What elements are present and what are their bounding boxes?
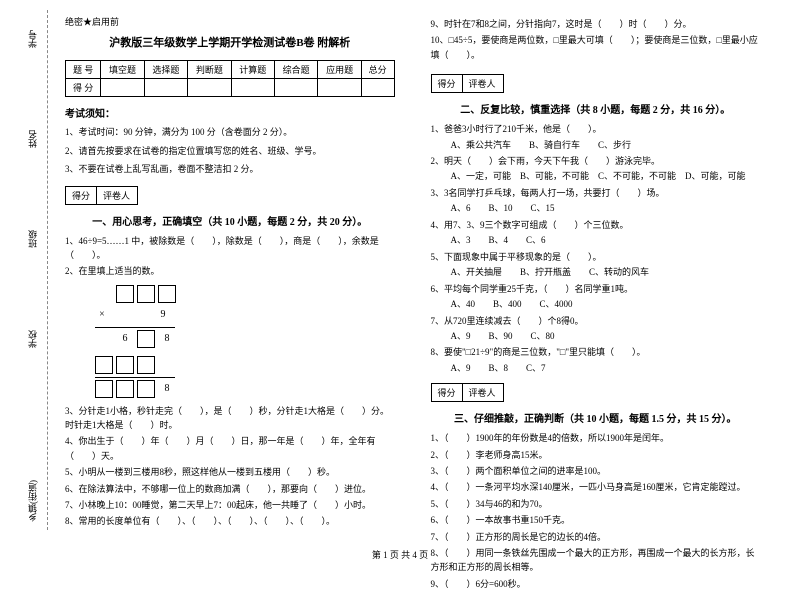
secret-label: 绝密★启用前 <box>65 15 395 28</box>
th: 选择题 <box>144 61 187 79</box>
th: 综合题 <box>274 61 317 79</box>
table-row: 题 号 填空题 选择题 判断题 计算题 综合题 应用题 总分 <box>66 61 395 79</box>
notice-item: 3、不要在试卷上乱写乱画，卷面不整洁扣 2 分。 <box>65 163 395 177</box>
notice-header: 考试须知： <box>65 105 395 120</box>
td[interactable] <box>361 79 394 97</box>
grid-cell[interactable] <box>95 380 113 398</box>
grid-cell[interactable] <box>137 356 155 374</box>
td[interactable] <box>101 79 144 97</box>
grid-cell[interactable] <box>116 285 134 303</box>
td[interactable] <box>318 79 361 97</box>
grid-val: 9 <box>154 309 172 320</box>
score-label: 得分 <box>432 75 463 92</box>
question: 5、小明从一楼到三楼用8秒，照这样他从一楼到五楼用（ ）秒。 <box>65 465 395 479</box>
notice-item: 2、请首先按要求在试卷的指定位置填写您的姓名、班级、学号。 <box>65 145 395 159</box>
question: 1、46÷9=5……1 中，被除数是（ ），除数是（ ），商是（ ），余数是（ … <box>65 234 395 263</box>
question: 1、（ ）1900年的年份数是4的倍数，所以1900年是闰年。 <box>431 431 761 445</box>
options: A、9 B、90 C、80 <box>431 330 761 344</box>
question: 9、（ ）6分=600秒。 <box>431 577 761 591</box>
question: 2、在里填上适当的数。 <box>65 264 395 278</box>
question: 4、（ ）一条河平均水深140厘米，一匹小马身高是160厘米，它肯定能蹚过。 <box>431 480 761 494</box>
options: A、40 B、400 C、4000 <box>431 298 761 312</box>
score-box: 得分 评卷人 <box>431 383 504 402</box>
grader-label: 评卷人 <box>97 187 137 204</box>
th: 填空题 <box>101 61 144 79</box>
score-box: 得分 评卷人 <box>65 186 138 205</box>
grader-label: 评卷人 <box>463 384 503 401</box>
binding-label: 学校 <box>26 330 39 348</box>
question: 5、（ ）34与46的和为70。 <box>431 497 761 511</box>
question: 2、明天（ ）会下雨，今天下午我（ ）游泳完毕。 <box>431 154 761 168</box>
notice-item: 1、考试时间：90 分钟，满分为 100 分（含卷面分 2 分）。 <box>65 126 395 140</box>
grid-cell[interactable] <box>116 380 134 398</box>
question: 7、（ ）正方形的周长是它的边长的4倍。 <box>431 530 761 544</box>
score-label: 得分 <box>66 187 97 204</box>
score-table: 题 号 填空题 选择题 判断题 计算题 综合题 应用题 总分 得 分 <box>65 60 395 97</box>
question: 7、从720里连续减去（ ）个8得0。 <box>431 314 761 328</box>
mult-sign: × <box>95 309 109 320</box>
grid-cell[interactable] <box>95 356 113 374</box>
section-3-title: 三、仔细推敲，正确判断（共 10 小题，每题 1.5 分，共 15 分）。 <box>431 410 761 425</box>
grid-val: 8 <box>158 333 176 344</box>
grid-cell[interactable] <box>137 330 155 348</box>
td[interactable] <box>274 79 317 97</box>
rule-line <box>95 377 175 378</box>
grid-cell[interactable] <box>116 356 134 374</box>
question: 3、3名同学打乒乓球，每两人打一场，共要打（ ）场。 <box>431 186 761 200</box>
binding-label: 姓名 <box>26 130 39 148</box>
question: 4、用7、3、9三个数字可组成（ ）个三位数。 <box>431 218 761 232</box>
question: 6、（ ）一本故事书重150千克。 <box>431 513 761 527</box>
question: 5、下面现象中属于平移现象的是（ ）。 <box>431 250 761 264</box>
question: 7、小林晚上10：00睡觉，第二天早上7：00起床，他一共睡了（ ）小时。 <box>65 498 395 512</box>
score-label: 得分 <box>432 384 463 401</box>
question: 6、平均每个同学重25千克，（ ）名同学重1吨。 <box>431 282 761 296</box>
section-1-title: 一、用心思考，正确填空（共 10 小题，每题 2 分，共 20 分）。 <box>65 213 395 228</box>
grader-label: 评卷人 <box>463 75 503 92</box>
options: A、3 B、4 C、6 <box>431 234 761 248</box>
grid-val: 6 <box>116 333 134 344</box>
binding-label: 学号 <box>26 30 39 48</box>
question: 2、（ ）李老师身高15米。 <box>431 448 761 462</box>
question: 3、（ ）两个面积单位之间的进率是100。 <box>431 464 761 478</box>
binding-label: 班级 <box>26 230 39 248</box>
binding-label: 乡镇(街道) <box>26 480 39 522</box>
page-content: 绝密★启用前 沪教版三年级数学上学期开学检测试卷B卷 附解析 题 号 填空题 选… <box>0 0 800 540</box>
question: 4、你出生于（ ）年（ ）月（ ）日，那一年是（ ）年，全年有（ ）天。 <box>65 434 395 463</box>
grid-val: 8 <box>158 383 176 394</box>
section-2-title: 二、反复比较，慎重选择（共 8 小题，每题 2 分，共 16 分）。 <box>431 101 761 116</box>
grid-cell[interactable] <box>137 285 155 303</box>
options: A、6 B、10 C、15 <box>431 202 761 216</box>
th: 题 号 <box>66 61 101 79</box>
table-row: 得 分 <box>66 79 395 97</box>
th: 判断题 <box>188 61 231 79</box>
options: A、9 B、8 C、7 <box>431 362 761 376</box>
question: 3、分针走1小格，秒针走完（ ），是（ ）秒，分针走1大格是（ ）分。时针走1大… <box>65 404 395 433</box>
page-footer: 第 1 页 共 4 页 <box>0 548 800 561</box>
exam-title: 沪教版三年级数学上学期开学检测试卷B卷 附解析 <box>65 34 395 50</box>
multiplication-grid: × 9 6 8 8 <box>95 285 395 398</box>
options: A、开关抽屉 B、拧开瓶盖 C、转动的风车 <box>431 266 761 280</box>
th: 计算题 <box>231 61 274 79</box>
score-box: 得分 评卷人 <box>431 74 504 93</box>
rule-line <box>95 327 175 328</box>
left-column: 绝密★启用前 沪教版三年级数学上学期开学检测试卷B卷 附解析 题 号 填空题 选… <box>55 15 413 535</box>
options: A、乘公共汽车 B、骑自行车 C、步行 <box>431 139 761 153</box>
th: 总分 <box>361 61 394 79</box>
grid-cell[interactable] <box>137 380 155 398</box>
question: 8、常用的长度单位有（ ）、（ ）、（ ）、（ ）、（ ）。 <box>65 514 395 528</box>
td[interactable] <box>144 79 187 97</box>
binding-margin: 学号 姓名 班级 学校 乡镇(街道) <box>8 10 48 530</box>
grid-cell[interactable] <box>158 285 176 303</box>
question: 6、在除法算法中，不够哪一位上的数商加满（ ），那要向（ ）进位。 <box>65 482 395 496</box>
options: A、一定，可能 B、可能，不可能 C、不可能，不可能 D、可能，可能 <box>431 170 761 184</box>
td[interactable] <box>231 79 274 97</box>
right-column: 9、时针在7和8之间，分针指向7，这时是（ ）时（ ）分。 10、□45÷5，要… <box>413 15 771 535</box>
th: 应用题 <box>318 61 361 79</box>
question: 1、爸爸3小时行了210千米，他是（ ）。 <box>431 122 761 136</box>
question: 10、□45÷5，要使商是两位数，□里最大可填（ ）；要使商是三位数，□里最小应… <box>431 33 761 62</box>
td[interactable] <box>188 79 231 97</box>
question: 8、要使"□21÷9"的商是三位数，"□"里只能填（ ）。 <box>431 345 761 359</box>
question: 9、时针在7和8之间，分针指向7，这时是（ ）时（ ）分。 <box>431 17 761 31</box>
td: 得 分 <box>66 79 101 97</box>
